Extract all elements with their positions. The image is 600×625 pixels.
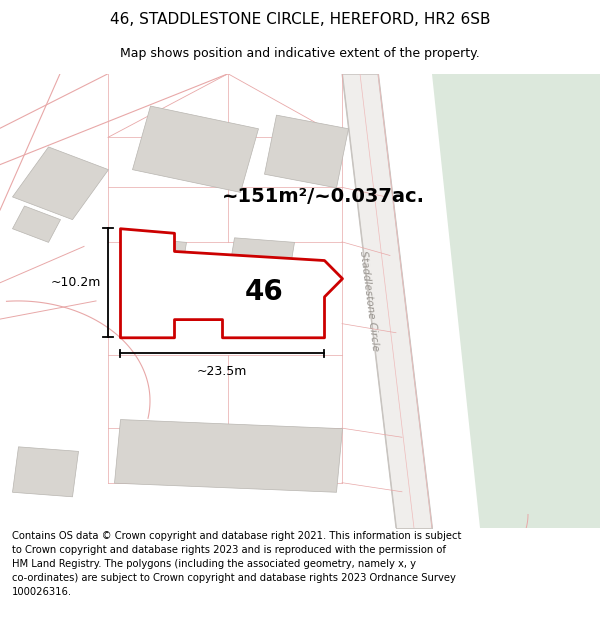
Text: ~23.5m: ~23.5m <box>197 364 247 378</box>
Text: Staddlestone Circle: Staddlestone Circle <box>358 250 380 352</box>
Text: ~151m²/~0.037ac.: ~151m²/~0.037ac. <box>222 187 425 206</box>
Text: ~10.2m: ~10.2m <box>50 276 101 289</box>
Text: Contains OS data © Crown copyright and database right 2021. This information is : Contains OS data © Crown copyright and d… <box>12 531 461 597</box>
Text: 46, STADDLESTONE CIRCLE, HEREFORD, HR2 6SB: 46, STADDLESTONE CIRCLE, HEREFORD, HR2 6… <box>110 12 490 28</box>
Text: 46: 46 <box>245 278 283 306</box>
Text: Map shows position and indicative extent of the property.: Map shows position and indicative extent… <box>120 47 480 59</box>
